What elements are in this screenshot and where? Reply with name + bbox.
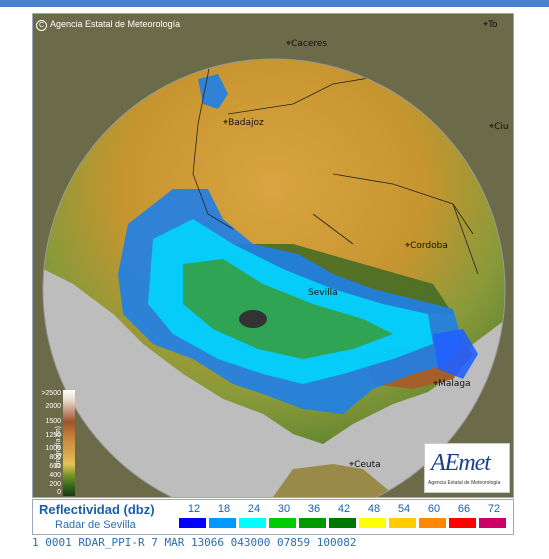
radar-name: Radar de Sevilla xyxy=(55,519,136,531)
logo-subtitle: Agencia Estatal de Meteorología xyxy=(428,480,501,486)
legend-value: 54 xyxy=(397,503,411,515)
map-canvas xyxy=(33,14,513,497)
sea xyxy=(43,264,293,497)
borders xyxy=(192,59,484,275)
legend-values: 12 18 24 30 36 42 48 54 60 66 72 xyxy=(179,503,509,515)
legend-value: 42 xyxy=(337,503,351,515)
legend-value: 72 xyxy=(487,503,501,515)
city-label: ⌖To xyxy=(483,20,498,30)
city-label: ⌖Ceuta xyxy=(349,460,381,470)
precip-north xyxy=(198,74,228,109)
orography-tick: 2000 xyxy=(45,403,61,410)
top-border xyxy=(0,0,549,7)
legend-value: 18 xyxy=(217,503,231,515)
city-label: Sevilla xyxy=(308,288,338,298)
city-label: ⌖Malaga xyxy=(433,379,471,389)
legend-swatch xyxy=(179,518,206,528)
reflectivity-legend: Reflectividad (dbz) Radar de Sevilla 12 1… xyxy=(32,499,514,535)
city-label: ⌖Ciu xyxy=(489,122,509,132)
legend-swatch xyxy=(479,518,506,528)
range-ring xyxy=(42,58,506,497)
legend-value: 12 xyxy=(187,503,201,515)
orography-tick: 1500 xyxy=(45,418,61,425)
orography-tick: >2500 xyxy=(41,390,61,397)
africa-coast xyxy=(273,464,393,497)
legend-swatch xyxy=(209,518,236,528)
legend-swatch xyxy=(359,518,386,528)
orography-tick: 0 xyxy=(57,489,61,496)
legend-swatch xyxy=(419,518,446,528)
legend-swatch xyxy=(299,518,326,528)
precip-east xyxy=(433,329,478,379)
legend-value: 24 xyxy=(247,503,261,515)
orography-tick: 1250 xyxy=(45,432,61,439)
logo-name: AEmet xyxy=(431,450,491,476)
legend-swatch xyxy=(239,518,266,528)
copyright-text: Agencia Estatal de Meteorología xyxy=(50,19,181,29)
precip-heavy xyxy=(183,259,393,359)
city-label: ⌖Cordoba xyxy=(405,241,448,251)
radar-map: C Agencia Estatal de Meteorología ⌖Cacere… xyxy=(32,13,514,498)
legend-swatch xyxy=(389,518,416,528)
aemet-logo: AEmet Agencia Estatal de Meteorología xyxy=(424,443,510,493)
copyright-icon: C xyxy=(36,20,47,31)
legend-swatches xyxy=(179,518,509,528)
legend-title: Reflectividad (dbz) xyxy=(39,502,155,517)
orography-tick: 600 xyxy=(49,463,61,470)
orography-tick: 200 xyxy=(49,481,61,488)
legend-value: 60 xyxy=(427,503,441,515)
city-label: ⌖Badajoz xyxy=(223,118,264,128)
legend-swatch xyxy=(449,518,476,528)
orography-tick: 400 xyxy=(49,472,61,479)
orography-bar xyxy=(63,390,75,496)
orography-tick: 1000 xyxy=(45,445,61,452)
legend-value: 30 xyxy=(277,503,291,515)
legend-value: 36 xyxy=(307,503,321,515)
orography-scale: Orografía (m) >2500 2000 1500 1250 1000 … xyxy=(37,390,77,496)
echo-hole xyxy=(239,310,267,328)
status-line: 1 0001 RDAR_PPI-R 7 MAR 13066 043000 078… xyxy=(32,536,357,549)
city-label: ⌖Caceres xyxy=(286,39,328,49)
orography-tick: 800 xyxy=(49,454,61,461)
legend-swatch xyxy=(329,518,356,528)
legend-swatch xyxy=(269,518,296,528)
legend-value: 48 xyxy=(367,503,381,515)
copyright-notice: C Agencia Estatal de Meteorología xyxy=(36,19,180,31)
legend-value: 66 xyxy=(457,503,471,515)
